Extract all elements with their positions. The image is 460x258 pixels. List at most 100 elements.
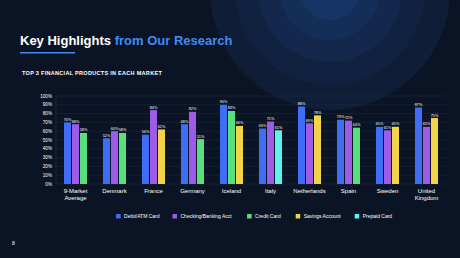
- y-tick-label: 70%: [43, 120, 52, 125]
- bar: [228, 111, 235, 184]
- y-tick-label: 0%: [45, 182, 52, 187]
- bar: [384, 130, 391, 184]
- x-tick-label: 9-MarketAverage: [64, 188, 88, 201]
- decoration: [280, 0, 380, 40]
- bar: [181, 124, 188, 184]
- data-label: 64%: [353, 123, 361, 127]
- x-tick-label: Italy: [265, 188, 276, 194]
- data-label: 52%: [103, 134, 111, 138]
- grid-line: [56, 122, 446, 123]
- bar: [392, 127, 399, 184]
- x-tick-label-line: Iceland: [222, 188, 241, 194]
- data-label: 65%: [392, 122, 400, 126]
- data-label: 62%: [158, 125, 166, 129]
- x-tick-label-line: Denmark: [102, 188, 127, 194]
- data-label: 73%: [337, 115, 345, 119]
- legend-label: Credit Card: [255, 213, 281, 219]
- x-tick-label: France: [144, 188, 163, 194]
- grid-line: [56, 96, 446, 97]
- bar: [353, 128, 360, 184]
- data-label: 58%: [119, 128, 127, 132]
- data-label: 71%: [267, 117, 275, 121]
- legend-swatch: [296, 214, 301, 219]
- data-label: 66%: [236, 121, 244, 125]
- data-label: 61%: [384, 126, 392, 130]
- x-tick-label: Denmark: [102, 188, 127, 194]
- decoration: [300, 0, 360, 20]
- data-label: 65%: [423, 122, 431, 126]
- bar: [337, 120, 344, 184]
- title-word: from: [111, 33, 144, 48]
- bar: [345, 121, 352, 184]
- bar: [423, 127, 430, 184]
- legend-label: Prepaid Card: [363, 213, 393, 219]
- bar: [189, 112, 196, 184]
- title-word: Our: [144, 33, 171, 48]
- data-labels: 70%68%58%52%60%58%56%84%62%68%82%51%90%8…: [64, 100, 439, 138]
- bar: [298, 107, 305, 184]
- title-word: Research: [170, 33, 232, 48]
- data-label: 58%: [80, 128, 88, 132]
- decoration: [258, 0, 402, 62]
- page-number: 8: [12, 240, 15, 246]
- legend-label: Savings Account: [304, 213, 342, 219]
- bar: [64, 122, 71, 184]
- data-label: 84%: [150, 106, 158, 110]
- data-label: 65%: [376, 122, 384, 126]
- x-tick-label: Netherlands: [293, 188, 325, 194]
- x-tick-label: Germany: [180, 188, 205, 194]
- x-tick-label-line: Spain: [341, 188, 356, 194]
- data-label: 61%: [275, 126, 283, 130]
- bar: [236, 126, 243, 184]
- title-underline: [20, 52, 75, 54]
- decoration: [235, 0, 425, 85]
- data-label: 78%: [314, 111, 322, 115]
- y-tick-label: 50%: [43, 138, 52, 143]
- x-tick-label-line: Netherlands: [293, 188, 325, 194]
- bar: [103, 138, 110, 184]
- x-tick-label-line: Italy: [265, 188, 276, 194]
- x-tick-label-line: United: [418, 188, 435, 194]
- bar: [259, 129, 266, 184]
- data-label: 75%: [431, 114, 439, 118]
- legend-swatch: [116, 214, 121, 219]
- bar: [158, 129, 165, 184]
- bar: [80, 133, 87, 184]
- bar: [197, 139, 204, 184]
- x-tick-label-line: Kingdom: [415, 195, 439, 201]
- x-tick-label: Iceland: [222, 188, 241, 194]
- legend-label: Checking/Banking Acct: [181, 213, 233, 219]
- x-tick-label-line: Sweden: [377, 188, 399, 194]
- slide: Key Highlights from Our ResearchTOP 3 FI…: [0, 0, 460, 258]
- bar: [376, 127, 383, 184]
- bar: [267, 122, 274, 184]
- bar: [314, 115, 321, 184]
- y-tick-label: 100%: [40, 94, 52, 99]
- data-label: 90%: [220, 100, 228, 104]
- data-label: 88%: [298, 102, 306, 106]
- y-tick-label: 20%: [43, 164, 52, 169]
- data-label: 68%: [72, 120, 80, 124]
- y-tick-label: 40%: [43, 146, 52, 151]
- bar: [275, 130, 282, 184]
- data-label: 63%: [259, 124, 267, 128]
- y-tick-label: 30%: [43, 155, 52, 160]
- x-tick-label-line: 9-Market: [64, 188, 88, 194]
- title-word: Highlights: [44, 33, 111, 48]
- data-label: 83%: [228, 106, 236, 110]
- x-tick-label: Sweden: [377, 188, 399, 194]
- y-tick-label: 90%: [43, 102, 52, 107]
- bar: [220, 105, 227, 184]
- y-tick-label: 10%: [43, 173, 52, 178]
- x-tick-label: UnitedKingdom: [415, 188, 439, 201]
- x-tick-label: Spain: [341, 188, 356, 194]
- data-label: 51%: [197, 135, 205, 139]
- legend-swatch: [355, 214, 360, 219]
- legend: Debit/ATM CardChecking/Banking AcctCredi…: [116, 213, 392, 219]
- bar: [142, 135, 149, 184]
- bars: [64, 105, 438, 184]
- bar: [119, 133, 126, 184]
- data-label: 69%: [306, 119, 314, 123]
- data-label: 82%: [189, 107, 197, 111]
- bar: [306, 123, 313, 184]
